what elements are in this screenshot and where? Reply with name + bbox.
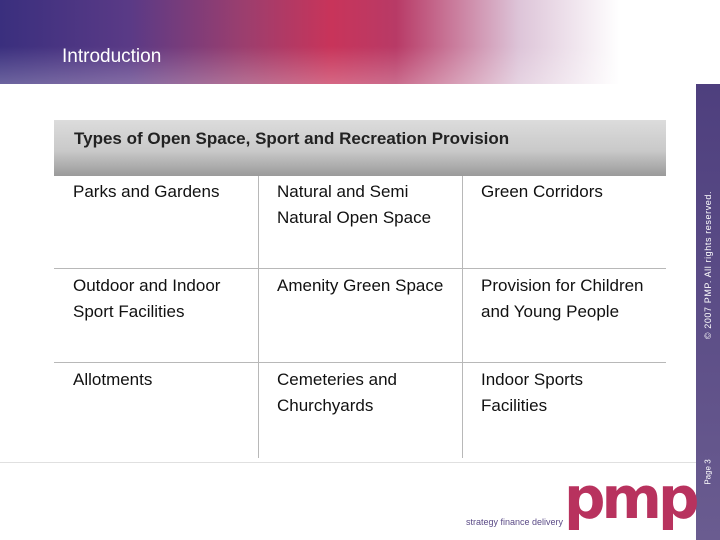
header-shade [0, 0, 720, 84]
table-cell: Cemeteries and Churchyards [277, 370, 398, 415]
table-cell: Green Corridors [481, 182, 603, 201]
table-cell: Amenity Green Space [277, 276, 444, 295]
footer-divider [0, 462, 696, 463]
table-cell: Provision for Children and Young People [481, 276, 644, 321]
pmp-logo: pmp strategy finance delivery [466, 469, 699, 530]
row-divider [54, 268, 666, 269]
section-band [54, 120, 666, 176]
column-divider [258, 176, 259, 458]
logo-tagline: strategy finance delivery [466, 517, 564, 527]
page-title: Introduction [62, 46, 162, 67]
table-cell: Natural and Semi Natural Open Space [277, 182, 432, 227]
table-cell: Allotments [73, 370, 153, 389]
side-bar [696, 84, 720, 540]
column-divider [462, 176, 463, 458]
section-title: Types of Open Space, Sport and Recreatio… [74, 129, 510, 148]
copyright-text: © 2007 PMP. All rights reserved. [703, 190, 713, 340]
page-number: Page 3 [703, 459, 713, 485]
table-cell: Parks and Gardens [73, 182, 220, 201]
table-cell: Outdoor and Indoor Sport Facilities [73, 276, 221, 321]
table-cell: Indoor Sports Facilities [481, 370, 584, 415]
header-banner [0, 0, 720, 84]
logo-mark: pmp [564, 464, 699, 532]
row-divider [54, 362, 666, 363]
